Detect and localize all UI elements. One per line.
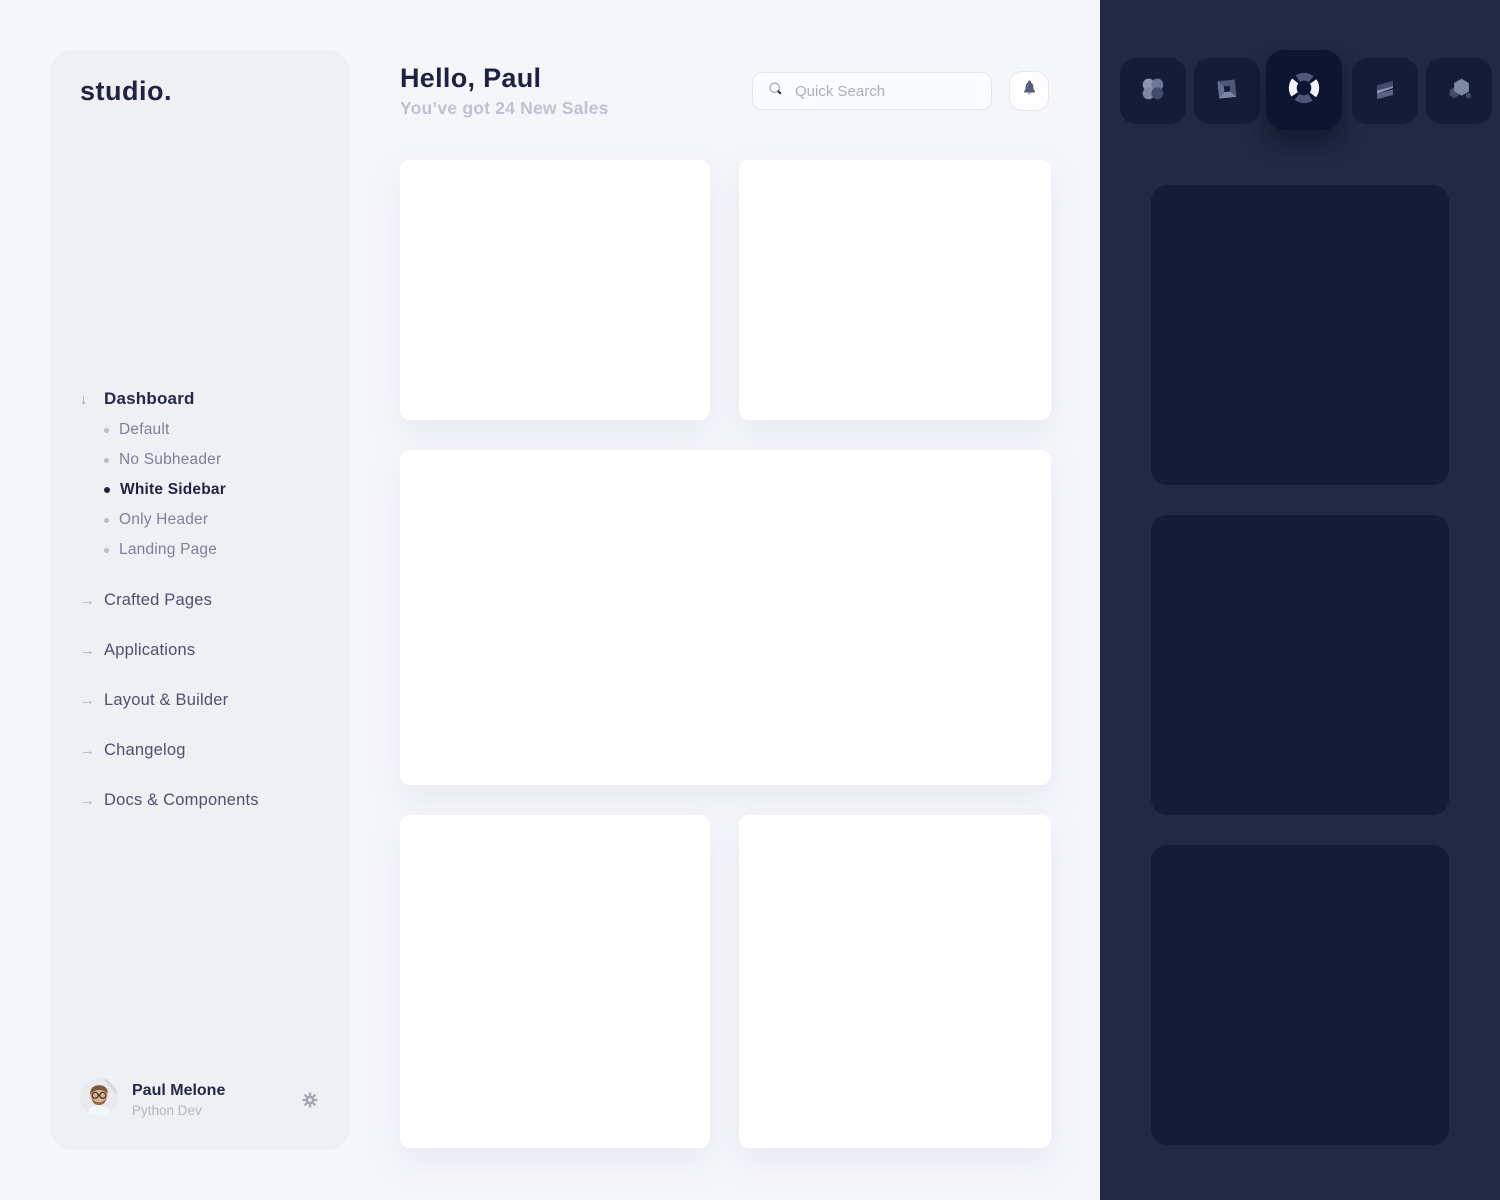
arrow-right-icon: →: [80, 591, 95, 609]
clover-icon: [1136, 72, 1170, 111]
sidebar-item-label: Changelog: [104, 740, 186, 759]
app-switcher-panel: [1100, 0, 1500, 1200]
bullet-icon: [104, 427, 109, 433]
placeholder-card-2: [739, 160, 1051, 420]
sidebar-subitem-white-sidebar[interactable]: White Sidebar: [104, 475, 226, 505]
page-title: Hello, Paul: [400, 63, 542, 93]
arrow-right-icon: →: [80, 691, 95, 709]
arrow-right-icon: →: [80, 791, 95, 809]
gear-icon: [302, 1092, 318, 1108]
profile-name: Paul Melone: [132, 1082, 226, 1099]
sidebar-subitem-label: Default: [119, 421, 170, 438]
sidebar-subitem-no-subheader[interactable]: No Subheader: [104, 445, 221, 475]
bullet-icon: [104, 547, 109, 553]
bullet-icon: [104, 517, 109, 523]
frame-icon: [1211, 73, 1243, 110]
sidebar-subitem-label: No Subheader: [119, 451, 222, 468]
layers-icon: [1369, 73, 1401, 110]
tile-hexagon[interactable]: [1426, 58, 1492, 124]
sidebar-subitem-label: White Sidebar: [120, 481, 226, 498]
panel-placeholder-card-2: [1151, 515, 1449, 815]
settings-button[interactable]: [300, 1090, 320, 1110]
placeholder-card-4: [739, 815, 1051, 1148]
sidebar-item-applications[interactable]: → Applications: [80, 625, 195, 675]
sidebar-item-crafted-pages[interactable]: → Crafted Pages: [80, 575, 212, 625]
bullet-icon: [104, 487, 110, 493]
sidebar-item-label: Layout & Builder: [104, 690, 229, 709]
profile-role: Python Dev: [132, 1103, 202, 1118]
sidebar-item-label: Crafted Pages: [104, 590, 213, 609]
notifications-button[interactable]: [1009, 71, 1049, 111]
sync-icon: [1286, 70, 1322, 111]
sidebar-item-changelog[interactable]: → Changelog: [80, 725, 186, 775]
sidebar-subitem-default[interactable]: Default: [104, 415, 170, 445]
search-icon: [766, 79, 786, 104]
panel-placeholder-card-1: [1151, 185, 1449, 485]
quick-search: [752, 72, 992, 110]
bullet-icon: [104, 457, 109, 463]
sidebar-item-docs-components[interactable]: → Docs & Components: [80, 775, 259, 825]
avatar: [80, 1078, 118, 1116]
sidebar-item-label: Docs & Components: [104, 790, 259, 809]
arrow-right-icon: →: [80, 741, 95, 759]
placeholder-card-3: [400, 815, 710, 1148]
tile-clover[interactable]: [1120, 58, 1186, 124]
search-input[interactable]: [795, 82, 975, 100]
sidebar-subitem-only-header[interactable]: Only Header: [104, 505, 208, 535]
tile-layers[interactable]: [1352, 58, 1418, 124]
sidebar-subitem-landing-page[interactable]: Landing Page: [104, 535, 217, 565]
tile-sync-active[interactable]: [1266, 50, 1342, 130]
tile-frame[interactable]: [1194, 58, 1260, 124]
arrow-down-icon: ↓: [80, 390, 88, 408]
arrow-right-icon: →: [80, 641, 95, 659]
placeholder-card-wide: [400, 450, 1051, 785]
sidebar-item-label: Applications: [104, 640, 196, 659]
placeholder-card-1: [400, 160, 710, 420]
app-logo: studio.: [80, 76, 172, 106]
bell-icon: [1019, 78, 1040, 104]
sidebar-item-label: Dashboard: [104, 389, 195, 408]
panel-placeholder-card-3: [1151, 845, 1449, 1145]
user-profile: Paul Melone Python Dev: [50, 1078, 350, 1138]
sidebar-item-layout-builder[interactable]: → Layout & Builder: [80, 675, 228, 725]
sidebar-subitem-label: Landing Page: [119, 541, 218, 558]
sidebar-item-dashboard[interactable]: ↓ Dashboard: [80, 384, 195, 414]
hexagon-icon: [1442, 72, 1476, 111]
sidebar: studio. ↓ Dashboard Default No Subheader…: [50, 50, 350, 1150]
sidebar-subitem-label: Only Header: [119, 511, 209, 528]
page-subtitle: You’ve got 24 New Sales: [400, 98, 609, 118]
